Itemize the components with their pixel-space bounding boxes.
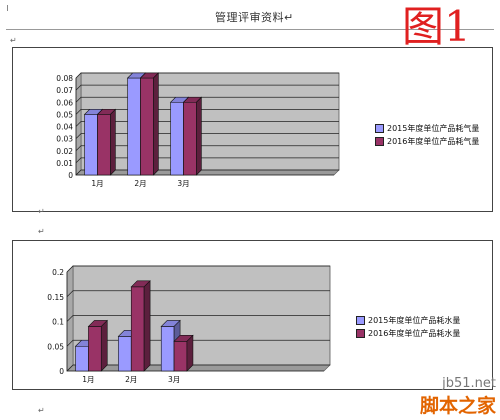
legend-label: 2016年度单位产品耗气量 — [387, 137, 480, 146]
legend-entry: 2015年度单位产品耗气量 — [375, 122, 479, 135]
gridline — [66, 315, 330, 322]
gridline — [75, 96, 339, 103]
water-consumption-chart: 0 0.05 0.1 0.15 0.2 1月 2月 3月 2015年度单位产品耗水量 2016… — [12, 240, 493, 390]
paragraph-mark: ↵ — [38, 207, 45, 216]
chart-plot: 0 0.01 0.02 0.03 0.04 0.05 0.06 0.07 0.08 1月 2月 3月 — [56, 72, 340, 188]
y-tick-label: 0 — [68, 171, 73, 180]
bar-front — [75, 345, 89, 372]
bar-front — [127, 77, 141, 176]
gridline — [75, 72, 339, 79]
chart-legend: 2015年度单位产品耗气量 2016年度单位产品耗气量 — [375, 122, 479, 148]
y-tick-label: 0.06 — [56, 98, 73, 107]
watermark-name: 脚本之家 — [419, 395, 496, 417]
bar — [139, 72, 160, 176]
bar-side — [110, 108, 116, 176]
gridline — [75, 169, 339, 176]
paragraph-mark: ↵ — [38, 406, 45, 415]
bar-front — [140, 77, 154, 176]
x-tick-label: 2月 — [125, 375, 137, 384]
y-tick-label: 0.05 — [56, 110, 73, 119]
gridline — [75, 133, 339, 139]
chart-legend: 2015年度单位产品耗水量 2016年度单位产品耗水量 — [356, 314, 460, 340]
y-tick-label: 0.1 — [52, 318, 64, 327]
site-watermark: jb51.net 脚本之家 — [420, 376, 496, 418]
legend-swatch — [356, 329, 365, 338]
bar — [96, 108, 117, 176]
legend-entry: 2016年度单位产品耗气量 — [375, 135, 479, 148]
watermark-url: jb51.net — [442, 376, 496, 391]
bar-front — [118, 336, 132, 372]
gridline — [75, 109, 339, 115]
gridline — [66, 364, 330, 372]
bar-front — [173, 341, 188, 372]
bar-side — [143, 280, 151, 372]
gas-consumption-chart: 0 0.01 0.02 0.03 0.04 0.05 0.06 0.07 0.08 1月 2月 3月 … — [12, 47, 493, 212]
gridline — [75, 121, 339, 127]
bar-front — [170, 101, 184, 176]
y-tick-label: 0 — [59, 367, 64, 376]
paragraph-mark: ↵ — [38, 227, 45, 236]
bar-front — [130, 286, 145, 372]
legend-swatch — [375, 124, 384, 133]
bar — [182, 96, 203, 176]
chart-plot: 0 0.05 0.1 0.15 0.2 1月 2月 3月 — [47, 265, 331, 384]
bar-side — [153, 72, 159, 176]
x-tick-label: 1月 — [91, 179, 103, 188]
x-tick-label: 2月 — [134, 179, 146, 188]
page-title: 管理评审资料↵ — [215, 11, 294, 24]
y-tick-label: 0.08 — [56, 74, 73, 83]
gridline — [66, 265, 330, 273]
bar-side — [100, 319, 108, 372]
bar-front — [84, 114, 98, 176]
bar-front — [183, 101, 197, 176]
legend-entry: 2016年度单位产品耗水量 — [356, 327, 460, 340]
bar — [87, 319, 108, 372]
bar-side — [186, 334, 194, 372]
plot-floor — [75, 169, 340, 176]
y-tick-label: 0.07 — [56, 86, 73, 95]
gridline — [75, 145, 339, 151]
bar-front — [160, 326, 175, 372]
bar-front — [97, 114, 111, 176]
legend-label: 2015年度单位产品耗水量 — [368, 316, 461, 325]
bar — [173, 334, 194, 372]
x-tick-label: 1月 — [82, 375, 94, 384]
gridline — [75, 157, 339, 164]
y-tick-label: 0.01 — [56, 159, 73, 168]
figure-label: 图1 — [402, 2, 471, 51]
y-tick-label: 0.04 — [56, 123, 73, 132]
bar — [130, 280, 151, 372]
legend-label: 2015年度单位产品耗气量 — [387, 124, 480, 133]
gridline — [75, 84, 339, 91]
legend-entry: 2015年度单位产品耗水量 — [356, 314, 460, 327]
bar-front — [88, 326, 102, 372]
legend-label: 2016年度单位产品耗水量 — [368, 329, 461, 338]
paragraph-mark: ↵ — [10, 36, 17, 45]
x-tick-label: 3月 — [177, 179, 189, 188]
y-tick-label: 0.05 — [47, 342, 64, 351]
legend-swatch — [375, 137, 384, 146]
margin-mark — [7, 5, 8, 11]
gridline — [66, 339, 330, 347]
legend-swatch — [356, 316, 365, 325]
y-tick-label: 0.15 — [47, 293, 64, 302]
y-tick-label: 0.03 — [56, 135, 73, 144]
x-tick-label: 3月 — [168, 375, 180, 384]
y-tick-label: 0.02 — [56, 147, 73, 156]
bar-side — [196, 96, 202, 176]
gridline — [66, 290, 330, 297]
page-header: 管理评审资料↵ — [0, 0, 500, 32]
y-tick-label: 0.2 — [52, 268, 64, 277]
header-rule — [6, 29, 494, 30]
